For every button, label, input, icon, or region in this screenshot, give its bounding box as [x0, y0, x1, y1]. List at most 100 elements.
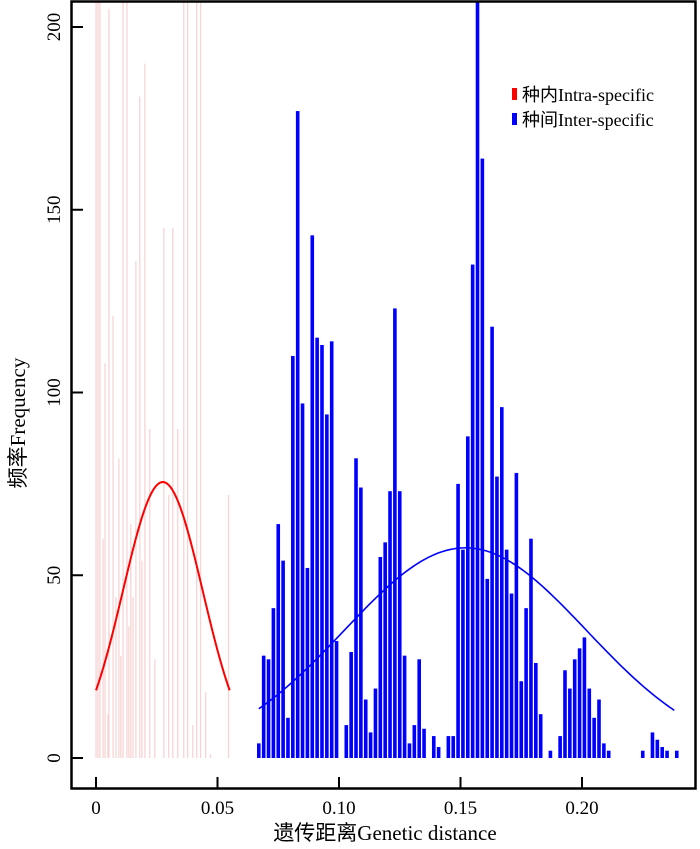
intra-bar: [227, 494, 230, 758]
inter-bar: [461, 549, 465, 758]
inter-bar: [529, 538, 533, 758]
intra-bar: [107, 714, 109, 758]
inter-bar: [257, 743, 261, 758]
inter-bar: [568, 688, 572, 758]
intra-bar: [168, 494, 170, 758]
legend: 种内Intra-specific 种间Inter-specific: [512, 85, 654, 130]
intra-bar: [128, 626, 130, 758]
y-axis: 0 50 100 150 200: [44, 13, 83, 763]
inter-bar: [558, 736, 562, 758]
inter-bar: [538, 714, 543, 758]
inter-bar: [504, 549, 509, 758]
x-tick-label: 0: [91, 798, 101, 819]
y-tick-label: 200: [44, 13, 65, 42]
x-axis: 0 0.05 0.10 0.15 0.20: [91, 777, 599, 819]
inter-bar: [480, 158, 485, 758]
inter-bar: [519, 681, 524, 758]
intra-bar: [120, 655, 122, 758]
intra-bar: [199, 2, 202, 758]
inter-bar: [286, 717, 290, 758]
inter-bar: [665, 750, 669, 758]
intra-bar: [149, 429, 151, 758]
inter-bar: [602, 743, 606, 758]
intra-bar: [187, 2, 189, 758]
inter-bar: [577, 648, 582, 758]
intra-bar: [122, 2, 124, 758]
inter-specific-normal-curve: [258, 547, 675, 712]
intra-bar: [139, 96, 141, 758]
intra-bar: [112, 315, 114, 758]
x-tick-label: 0.20: [565, 798, 598, 819]
inter-bar: [548, 750, 553, 758]
inter-bar: [660, 747, 664, 758]
inter-bar: [334, 641, 339, 758]
intra-bar: [192, 725, 194, 758]
inter-bar: [310, 235, 315, 758]
inter-bar: [397, 491, 402, 758]
inter-bar: [470, 264, 475, 758]
inter-bar: [325, 414, 329, 758]
inter-bar: [407, 743, 412, 758]
inter-bar: [582, 637, 587, 758]
inter-bar: [305, 567, 310, 758]
legend-label-intra: 种内Intra-specific: [522, 85, 654, 105]
inter-bar: [271, 608, 276, 758]
intra-bar: [177, 429, 179, 758]
intra-bar: [126, 2, 128, 758]
y-axis-label: 频率Frequency: [6, 357, 30, 488]
intra-bar: [99, 2, 101, 758]
inter-bar: [640, 750, 645, 758]
inter-bar: [320, 344, 324, 758]
inter-bar: [378, 556, 383, 758]
y-tick-label: 50: [44, 566, 65, 585]
inter-bar: [436, 747, 441, 758]
inter-bar: [261, 655, 266, 758]
inter-bar: [563, 670, 567, 758]
intra-bar: [115, 597, 117, 758]
inter-bar: [291, 355, 295, 758]
intra-bar: [141, 560, 143, 758]
intra-bar: [183, 2, 185, 758]
inter-bar: [572, 659, 577, 758]
intra-specific-normal-curve: [95, 481, 231, 691]
y-tick-label: 100: [44, 378, 65, 407]
legend-swatch-inter: [512, 113, 517, 125]
inter-bar: [592, 717, 596, 758]
y-tick-label: 150: [44, 196, 65, 225]
intra-bar: [144, 63, 146, 759]
inter-bar: [534, 662, 538, 758]
intra-bar: [209, 754, 212, 758]
inter-bar: [383, 542, 387, 758]
inter-bar: [276, 524, 281, 758]
intra-bar: [104, 363, 106, 758]
intra-bar: [135, 260, 137, 758]
inter-bar: [422, 728, 426, 758]
intra-bar: [108, 8, 110, 759]
inter-bar: [465, 436, 470, 758]
inter-bar: [606, 750, 611, 758]
inter-bar: [344, 725, 349, 758]
intra-bar: [204, 692, 207, 758]
inter-bar: [281, 560, 285, 758]
inter-bar: [524, 608, 528, 758]
inter-bar: [456, 483, 460, 758]
inter-bar: [359, 487, 363, 758]
plot-frame: [70, 0, 697, 790]
x-tick-label: 0.10: [322, 798, 355, 819]
intra-bar: [196, 2, 198, 758]
inter-bar: [266, 659, 271, 758]
inter-bar: [349, 652, 353, 758]
inter-bar: [373, 688, 378, 758]
inter-bar: [363, 699, 368, 758]
intra-bar: [130, 524, 132, 758]
inter-bar: [329, 341, 334, 758]
inter-bar: [451, 736, 456, 758]
inter-bar: [655, 739, 660, 758]
inter-bar: [354, 458, 358, 758]
intra-bar: [102, 538, 104, 758]
inter-bar: [490, 326, 494, 758]
intra-bar: [95, 2, 97, 758]
inter-bar: [514, 472, 519, 758]
intra-bar: [172, 228, 174, 758]
intra-bar: [97, 2, 99, 758]
